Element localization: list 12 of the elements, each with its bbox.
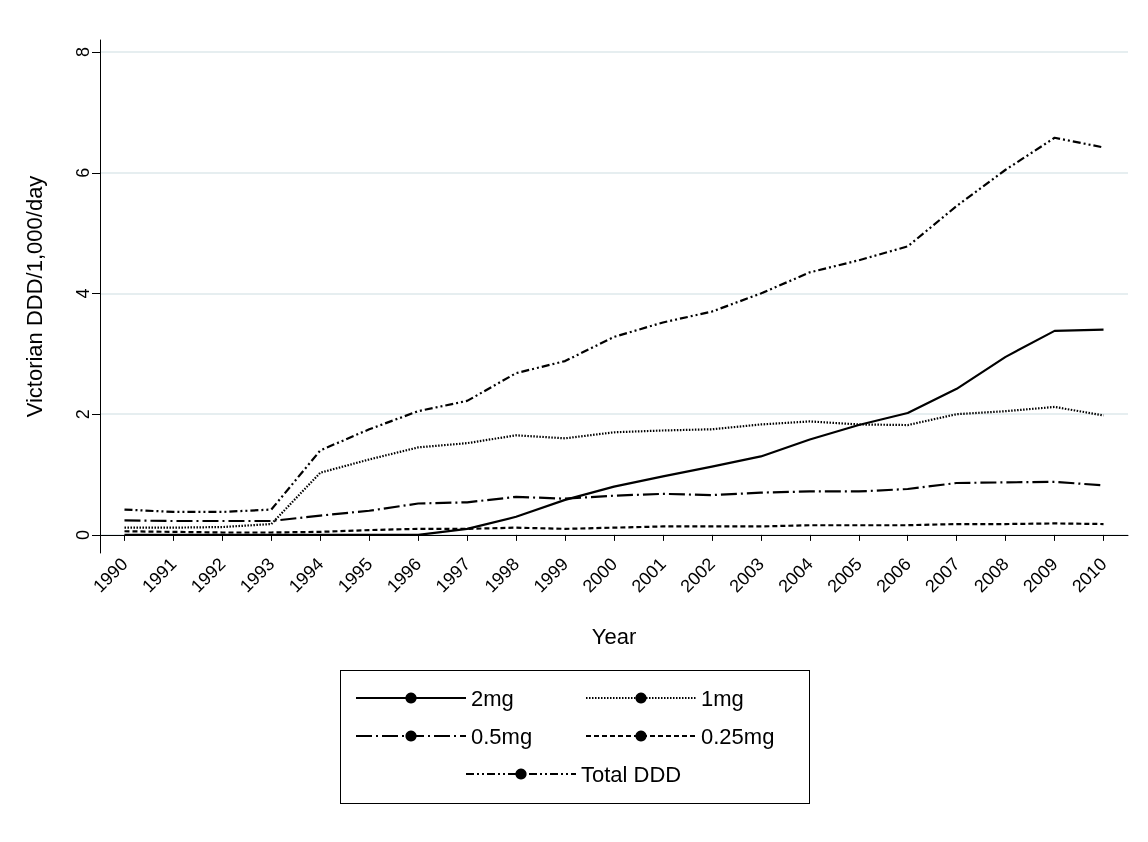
legend-label: 0.25mg — [701, 723, 775, 749]
y-tick-label: 6 — [73, 167, 93, 178]
y-tick-label: 2 — [73, 409, 93, 420]
y-tick-label: 8 — [73, 47, 93, 58]
legend-label: Total DDD — [581, 761, 682, 787]
legend-label: 1mg — [701, 685, 744, 711]
y-axis-title: Victorian DDD/1,000/day — [21, 175, 47, 418]
y-tick-label: 0 — [73, 529, 93, 540]
x-axis-title: Year — [591, 623, 637, 649]
legend-label: 0.5mg — [471, 723, 533, 749]
y-tick-label: 4 — [73, 288, 93, 299]
legend-label: 2mg — [471, 685, 514, 711]
